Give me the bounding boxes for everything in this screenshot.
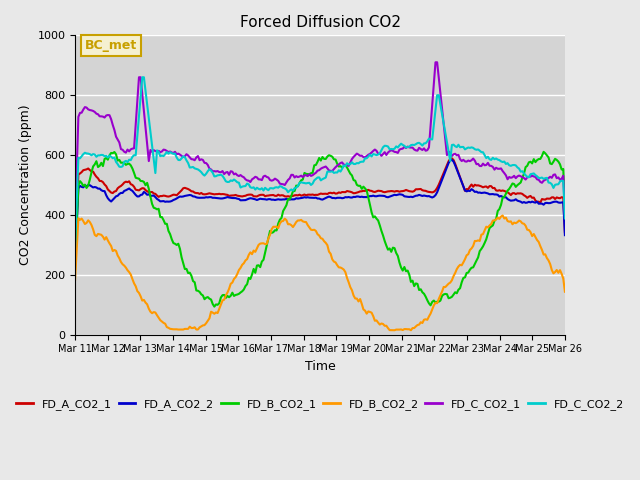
FD_A_CO2_1 — [486, 183, 493, 189]
FD_C_CO2_1 — [73, 168, 81, 173]
FD_B_CO2_2 — [363, 311, 371, 316]
FD_C_CO2_2 — [71, 243, 79, 249]
FD_A_CO2_1 — [361, 188, 369, 194]
FD_B_CO2_2 — [371, 318, 379, 324]
FD_C_CO2_1 — [361, 155, 369, 160]
FD_C_CO2_2 — [561, 216, 569, 221]
FD_A_CO2_2 — [361, 194, 369, 200]
FD_B_CO2_2 — [499, 213, 506, 218]
FD_A_CO2_1 — [71, 253, 79, 259]
FD_B_CO2_1 — [486, 225, 493, 231]
Line: FD_A_CO2_1: FD_A_CO2_1 — [75, 158, 565, 256]
FD_C_CO2_1 — [561, 213, 569, 218]
FD_A_CO2_2 — [363, 194, 371, 200]
Line: FD_C_CO2_2: FD_C_CO2_2 — [75, 77, 565, 246]
Title: Forced Diffusion CO2: Forced Diffusion CO2 — [239, 15, 401, 30]
FD_B_CO2_1 — [365, 194, 372, 200]
FD_C_CO2_1 — [517, 173, 525, 179]
Line: FD_A_CO2_2: FD_A_CO2_2 — [75, 160, 565, 262]
FD_B_CO2_1 — [211, 304, 218, 310]
FD_A_CO2_2 — [561, 232, 569, 238]
FD_C_CO2_2 — [363, 156, 371, 161]
FD_C_CO2_1 — [363, 153, 371, 159]
FD_B_CO2_1 — [561, 207, 569, 213]
FD_A_CO2_2 — [73, 221, 81, 227]
FD_A_CO2_2 — [71, 259, 79, 265]
FD_B_CO2_1 — [540, 149, 547, 155]
FD_A_CO2_1 — [448, 156, 456, 161]
FD_C_CO2_1 — [371, 147, 379, 153]
FD_C_CO2_2 — [486, 156, 493, 162]
FD_C_CO2_2 — [365, 154, 372, 159]
FD_A_CO2_2 — [371, 193, 379, 199]
FD_C_CO2_2 — [73, 199, 81, 204]
FD_B_CO2_2 — [518, 220, 526, 226]
FD_A_CO2_1 — [363, 187, 371, 193]
FD_A_CO2_1 — [371, 189, 379, 195]
FD_A_CO2_1 — [73, 213, 81, 219]
FD_C_CO2_2 — [372, 152, 380, 158]
FD_C_CO2_2 — [138, 74, 146, 80]
Line: FD_C_CO2_1: FD_C_CO2_1 — [75, 62, 565, 224]
FD_B_CO2_1 — [372, 216, 380, 222]
FD_B_CO2_2 — [561, 289, 569, 295]
FD_C_CO2_1 — [431, 60, 439, 65]
FD_C_CO2_2 — [517, 169, 525, 175]
FD_B_CO2_1 — [73, 219, 81, 225]
FD_B_CO2_1 — [71, 257, 79, 263]
FD_A_CO2_1 — [561, 229, 569, 235]
FD_A_CO2_2 — [517, 199, 525, 204]
FD_B_CO2_1 — [517, 180, 525, 185]
FD_A_CO2_2 — [486, 192, 493, 197]
Line: FD_B_CO2_1: FD_B_CO2_1 — [75, 152, 565, 307]
FD_B_CO2_2 — [361, 308, 369, 313]
FD_B_CO2_2 — [390, 327, 398, 333]
FD_B_CO2_2 — [71, 277, 79, 283]
FD_B_CO2_2 — [73, 246, 81, 252]
Line: FD_B_CO2_2: FD_B_CO2_2 — [75, 216, 565, 330]
Legend: FD_A_CO2_1, FD_A_CO2_2, FD_B_CO2_1, FD_B_CO2_2, FD_C_CO2_1, FD_C_CO2_2: FD_A_CO2_1, FD_A_CO2_2, FD_B_CO2_1, FD_B… — [12, 394, 628, 414]
FD_C_CO2_1 — [486, 163, 493, 168]
FD_B_CO2_2 — [486, 223, 493, 228]
FD_B_CO2_1 — [363, 188, 371, 193]
FD_A_CO2_1 — [517, 191, 525, 196]
Y-axis label: CO2 Concentration (ppm): CO2 Concentration (ppm) — [19, 105, 32, 265]
FD_C_CO2_1 — [71, 221, 79, 227]
Text: BC_met: BC_met — [85, 39, 137, 52]
X-axis label: Time: Time — [305, 360, 335, 373]
FD_A_CO2_2 — [448, 157, 456, 163]
